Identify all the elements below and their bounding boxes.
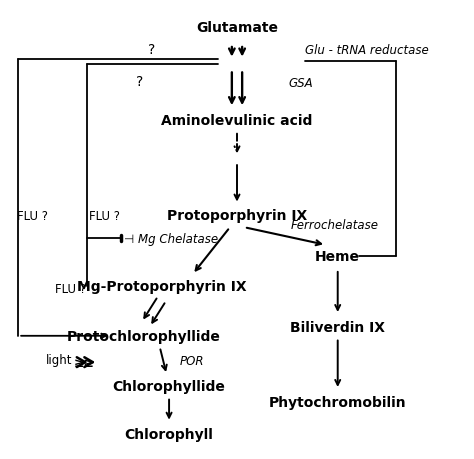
Text: ?: ? [136, 75, 143, 89]
Text: GSA: GSA [289, 77, 313, 90]
Text: Heme: Heme [315, 250, 360, 263]
Text: Glutamate: Glutamate [196, 21, 278, 35]
Text: ?: ? [148, 44, 155, 57]
Text: POR: POR [180, 354, 204, 368]
Text: ⊣ Mg Chelatase: ⊣ Mg Chelatase [124, 232, 218, 245]
Text: light: light [46, 353, 72, 367]
Text: Chlorophyll: Chlorophyll [125, 427, 213, 442]
Text: Phytochromobilin: Phytochromobilin [269, 395, 407, 409]
Text: Biliverdin IX: Biliverdin IX [290, 320, 385, 334]
Text: Protochlorophyllide: Protochlorophyllide [66, 329, 220, 343]
Text: FLU ?: FLU ? [55, 282, 86, 295]
Text: Chlorophyllide: Chlorophyllide [113, 379, 226, 393]
Text: Glu - tRNA reductase: Glu - tRNA reductase [305, 44, 428, 57]
Text: Aminolevulinic acid: Aminolevulinic acid [161, 114, 313, 128]
Text: Mg-Protoporphyrin IX: Mg-Protoporphyrin IX [77, 279, 247, 293]
Text: Ferrochelatase: Ferrochelatase [291, 218, 378, 231]
Text: Protoporphyrin IX: Protoporphyrin IX [167, 209, 307, 223]
Text: ≥≥: ≥≥ [74, 356, 95, 369]
Text: FLU ?: FLU ? [17, 209, 48, 222]
Text: FLU ?: FLU ? [89, 209, 119, 222]
